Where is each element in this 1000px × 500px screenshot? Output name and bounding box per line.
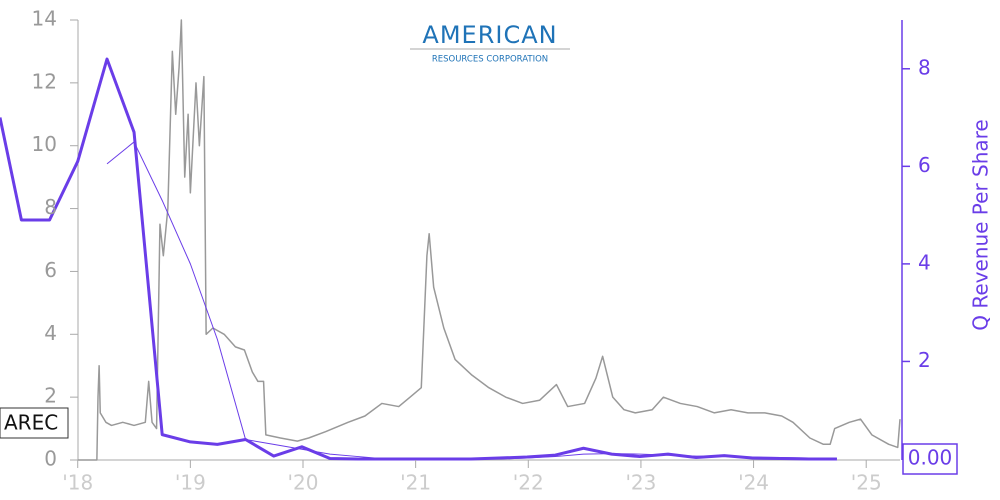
x-tick-label: '21 — [400, 471, 431, 495]
y-tick-label: 0 — [44, 447, 57, 471]
ticker-box — [0, 407, 69, 439]
y-tick-label: 6 — [44, 258, 57, 282]
y2-tick-label: 2 — [918, 348, 931, 372]
y2-tick-label: 4 — [918, 250, 931, 274]
x-tick-label: '18 — [62, 471, 93, 495]
x-tick-label: '24 — [738, 471, 769, 495]
series-line — [0, 57, 837, 461]
logo-title: AMERICAN — [422, 21, 557, 49]
y2-label: Q Revenue Per Share — [969, 119, 993, 331]
ticker: AREC — [4, 411, 58, 435]
y-tick-label: 4 — [44, 321, 57, 345]
y2-tick-label: 8 — [918, 55, 931, 79]
plot — [0, 19, 901, 461]
x-tick-label: '25 — [851, 471, 882, 495]
y-tick-label: 14 — [32, 7, 57, 31]
y-tick-label: 10 — [32, 132, 57, 156]
x-tick-label: '22 — [513, 471, 544, 495]
y-tick-label: 12 — [32, 69, 57, 93]
last-value-box — [902, 443, 958, 475]
y-tick-label: 2 — [44, 384, 57, 408]
series-line — [106, 141, 837, 460]
y-tick-label: 8 — [44, 195, 57, 219]
y2-tick-label: 6 — [918, 153, 931, 177]
logo-subtitle: RESOURCES CORPORATION — [432, 55, 548, 65]
x-tick-label: '23 — [625, 471, 656, 495]
series-line — [77, 19, 901, 461]
x-tick-label: '20 — [288, 471, 319, 495]
x-tick-label: '19 — [175, 471, 206, 495]
last-value-label: 0.00 — [908, 446, 953, 470]
